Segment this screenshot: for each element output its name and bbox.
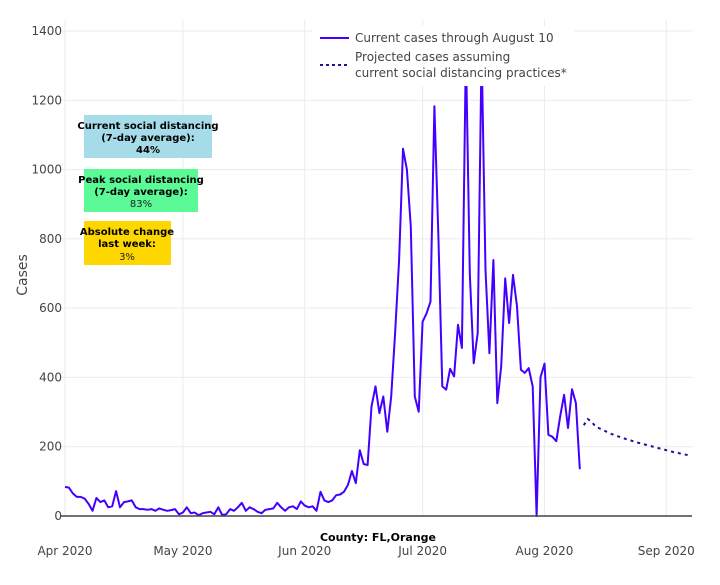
annotation-title-line1: Absolute change bbox=[80, 227, 174, 238]
x-tick-label: Jul 2020 bbox=[397, 544, 447, 558]
annotation-box bbox=[84, 169, 198, 212]
legend-item-projected-line2[interactable]: current social distancing practices* bbox=[355, 66, 567, 80]
y-tick-label: 1400 bbox=[31, 24, 62, 38]
x-tick-label: May 2020 bbox=[153, 544, 212, 558]
y-tick-label: 800 bbox=[39, 232, 62, 246]
legend-item-current[interactable]: Current cases through August 10 bbox=[355, 31, 554, 45]
annotation-box bbox=[84, 221, 171, 265]
annotation-title-line1: Peak social distancing bbox=[78, 175, 204, 186]
annotation-title-line1: Current social distancing bbox=[77, 121, 218, 132]
x-tick-label: Apr 2020 bbox=[37, 544, 92, 558]
projected-cases-line bbox=[582, 418, 691, 457]
legend[interactable]: Current cases through August 10 Projecte… bbox=[312, 26, 574, 86]
x-tick-label: Sep 2020 bbox=[638, 544, 695, 558]
y-tick-label: 400 bbox=[39, 370, 62, 384]
x-tick-label: Jun 2020 bbox=[277, 544, 331, 558]
y-tick-label: 1000 bbox=[31, 163, 62, 177]
annotation-box bbox=[84, 115, 212, 158]
x-tick-label: Aug 2020 bbox=[516, 544, 574, 558]
grid bbox=[60, 20, 692, 516]
legend-item-projected-line1[interactable]: Projected cases assuming bbox=[355, 50, 510, 64]
x-axis-label: County: FL,Orange bbox=[320, 531, 436, 544]
y-tick-label: 1200 bbox=[31, 93, 62, 107]
annotation-title-line2: (7-day average): bbox=[101, 133, 195, 144]
annotation-title-line2: last week: bbox=[98, 239, 156, 250]
axis-ticks: 0 200 400 600 800 1000 1200 1400 Apr 2020 May 202… bbox=[31, 24, 694, 558]
annotation-value: 83% bbox=[130, 199, 152, 210]
y-tick-label: 600 bbox=[39, 301, 62, 315]
y-tick-label: 200 bbox=[39, 440, 62, 454]
series-lines bbox=[64, 47, 691, 517]
annotation-current-distancing: Current social distancing (7-day average… bbox=[77, 115, 219, 158]
legend-background bbox=[312, 26, 574, 86]
y-axis-label: Cases bbox=[15, 254, 31, 296]
annotation-absolute-change: Absolute change last week: 3% bbox=[80, 221, 174, 265]
annotation-value: 44% bbox=[136, 145, 160, 156]
annotation-peak-distancing: Peak social distancing (7-day average): … bbox=[78, 169, 204, 212]
y-tick-label: 0 bbox=[54, 509, 62, 523]
annotation-value: 3% bbox=[119, 252, 135, 263]
current-cases-line bbox=[64, 47, 581, 517]
annotation-title-line2: (7-day average): bbox=[94, 187, 188, 198]
